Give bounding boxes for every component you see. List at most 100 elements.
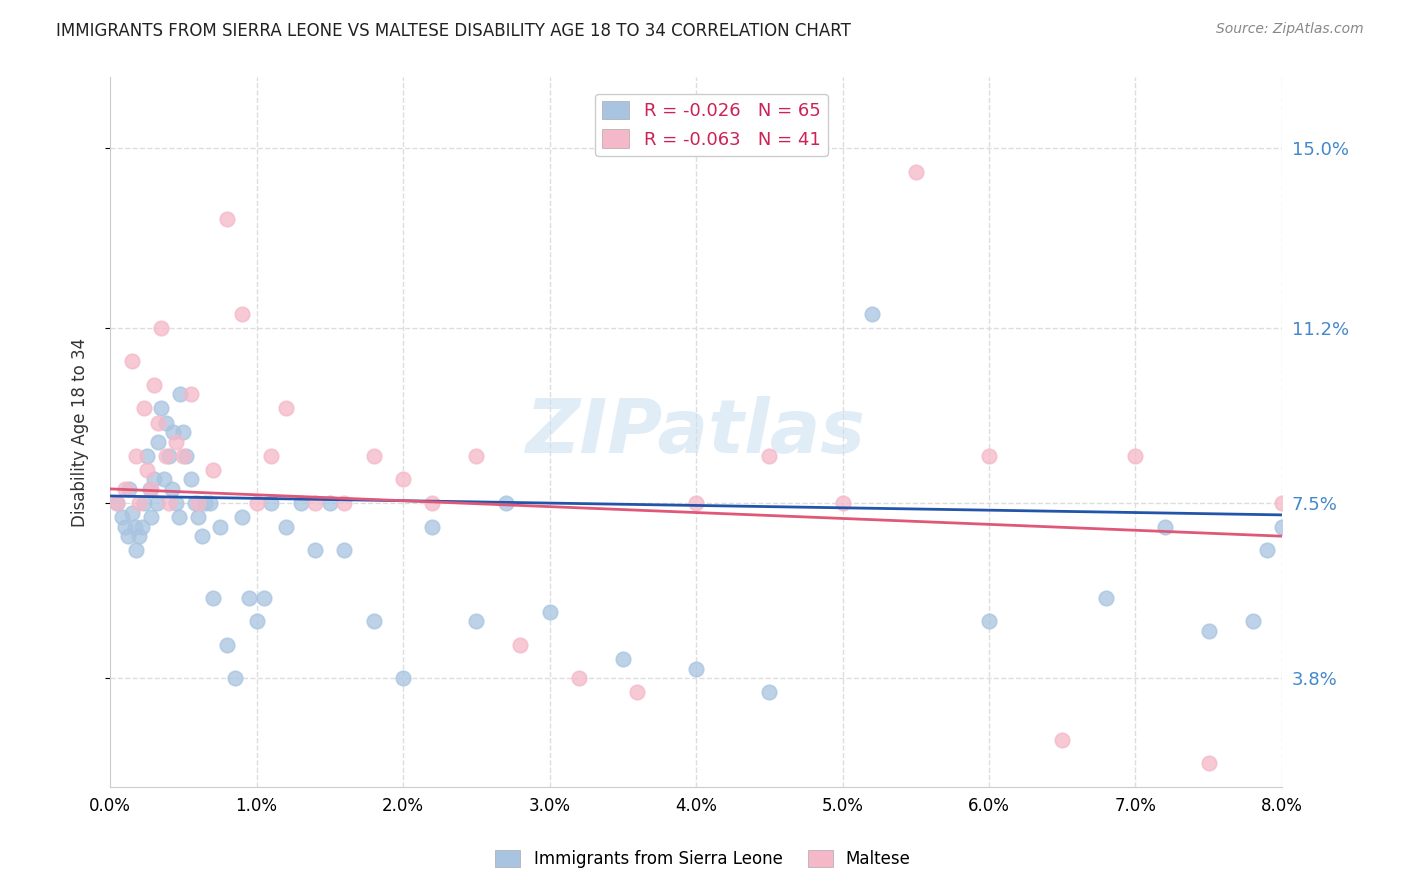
Point: [160, 482, 183, 496]
Point: [118, 482, 141, 496]
Point: [162, 425, 184, 439]
Point: [150, 321, 173, 335]
Point: [1271, 519, 1294, 533]
Point: [509, 638, 531, 652]
Point: [831, 496, 853, 510]
Point: [465, 615, 488, 629]
Point: [125, 449, 148, 463]
Point: [977, 449, 1000, 463]
Point: [685, 496, 707, 510]
Point: [274, 519, 297, 533]
Point: [201, 591, 224, 605]
Point: [105, 496, 128, 510]
Point: [1256, 543, 1278, 558]
Point: [495, 496, 517, 510]
Point: [157, 449, 180, 463]
Point: [333, 496, 356, 510]
Point: [172, 449, 194, 463]
Point: [758, 449, 780, 463]
Point: [198, 496, 221, 510]
Point: [157, 496, 180, 510]
Point: [111, 510, 134, 524]
Point: [155, 449, 177, 463]
Point: [363, 449, 385, 463]
Point: [1125, 449, 1147, 463]
Point: [304, 496, 326, 510]
Point: [191, 529, 214, 543]
Point: [114, 519, 136, 533]
Point: [422, 496, 444, 510]
Point: [128, 529, 150, 543]
Point: [194, 496, 217, 510]
Point: [187, 496, 209, 510]
Point: [180, 472, 202, 486]
Point: [1052, 732, 1074, 747]
Point: [1271, 496, 1294, 510]
Point: [245, 496, 267, 510]
Point: [538, 605, 561, 619]
Point: [167, 510, 190, 524]
Point: [139, 482, 162, 496]
Point: [165, 496, 187, 510]
Point: [231, 510, 253, 524]
Point: [392, 671, 415, 685]
Point: [304, 543, 326, 558]
Point: [124, 519, 146, 533]
Point: [1153, 519, 1175, 533]
Point: [135, 463, 157, 477]
Point: [319, 496, 342, 510]
Point: [125, 543, 148, 558]
Point: [290, 496, 312, 510]
Point: [153, 472, 176, 486]
Text: IMMIGRANTS FROM SIERRA LEONE VS MALTESE DISABILITY AGE 18 TO 34 CORRELATION CHAR: IMMIGRANTS FROM SIERRA LEONE VS MALTESE …: [56, 22, 851, 40]
Y-axis label: Disability Age 18 to 34: Disability Age 18 to 34: [72, 337, 89, 526]
Point: [105, 496, 128, 510]
Point: [155, 416, 177, 430]
Point: [208, 519, 231, 533]
Point: [333, 543, 356, 558]
Point: [174, 449, 197, 463]
Point: [217, 212, 239, 227]
Point: [1095, 591, 1118, 605]
Point: [422, 519, 444, 533]
Point: [260, 449, 283, 463]
Point: [146, 496, 169, 510]
Point: [224, 671, 246, 685]
Point: [138, 482, 160, 496]
Point: [758, 685, 780, 699]
Point: [121, 354, 143, 368]
Point: [121, 506, 143, 520]
Point: [148, 416, 170, 430]
Point: [238, 591, 260, 605]
Point: [172, 425, 194, 439]
Point: [1241, 615, 1264, 629]
Point: [231, 307, 253, 321]
Point: [135, 449, 157, 463]
Point: [165, 434, 187, 449]
Point: [187, 510, 209, 524]
Point: [626, 685, 648, 699]
Point: [132, 496, 155, 510]
Point: [274, 401, 297, 416]
Point: [131, 519, 153, 533]
Point: [568, 671, 591, 685]
Point: [132, 401, 155, 416]
Point: [217, 638, 239, 652]
Legend: R = -0.026   N = 65, R = -0.063   N = 41: R = -0.026 N = 65, R = -0.063 N = 41: [595, 94, 828, 156]
Point: [253, 591, 276, 605]
Point: [128, 496, 150, 510]
Point: [117, 529, 139, 543]
Point: [363, 615, 385, 629]
Point: [392, 472, 415, 486]
Point: [143, 377, 166, 392]
Point: [150, 401, 173, 416]
Point: [977, 615, 1000, 629]
Point: [860, 307, 883, 321]
Point: [685, 662, 707, 676]
Point: [148, 434, 170, 449]
Point: [169, 387, 191, 401]
Text: Source: ZipAtlas.com: Source: ZipAtlas.com: [1216, 22, 1364, 37]
Text: ZIPatlas: ZIPatlas: [526, 396, 866, 468]
Point: [114, 482, 136, 496]
Point: [612, 652, 634, 666]
